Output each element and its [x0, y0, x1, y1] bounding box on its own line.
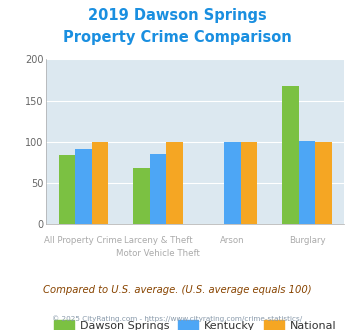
Bar	[315, 142, 332, 224]
Bar	[283, 86, 299, 224]
Bar	[224, 142, 241, 224]
Bar	[92, 142, 108, 224]
Bar	[166, 142, 182, 224]
Bar	[133, 168, 150, 224]
Text: All Property Crime: All Property Crime	[44, 236, 122, 245]
Legend: Dawson Springs, Kentucky, National: Dawson Springs, Kentucky, National	[50, 316, 340, 330]
Text: 2019 Dawson Springs: 2019 Dawson Springs	[88, 8, 267, 23]
Text: Property Crime Comparison: Property Crime Comparison	[63, 30, 292, 45]
Text: Arson: Arson	[220, 236, 245, 245]
Bar	[59, 155, 75, 224]
Bar	[75, 149, 92, 224]
Text: Compared to U.S. average. (U.S. average equals 100): Compared to U.S. average. (U.S. average …	[43, 285, 312, 295]
Text: Motor Vehicle Theft: Motor Vehicle Theft	[116, 249, 200, 258]
Text: © 2025 CityRating.com - https://www.cityrating.com/crime-statistics/: © 2025 CityRating.com - https://www.city…	[53, 315, 302, 322]
Bar	[299, 141, 315, 224]
Bar	[150, 154, 166, 224]
Text: Larceny & Theft: Larceny & Theft	[124, 236, 192, 245]
Bar	[241, 142, 257, 224]
Text: Burglary: Burglary	[289, 236, 326, 245]
